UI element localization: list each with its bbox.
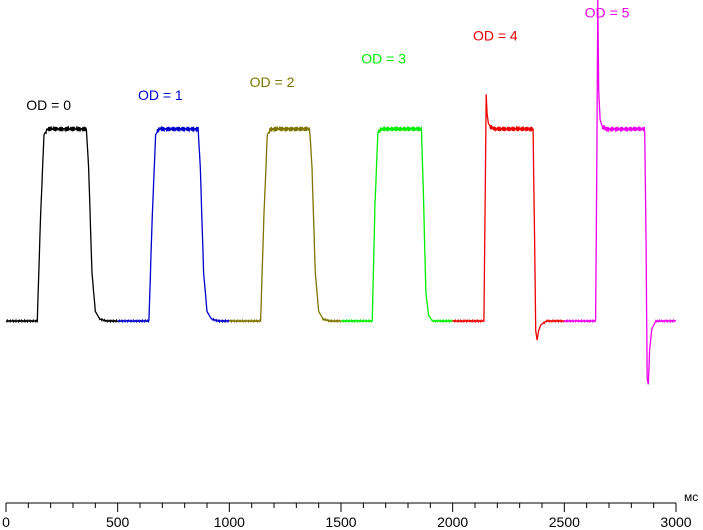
series-line-od-2 [229, 125, 342, 324]
x-axis-major-ticks [5, 503, 677, 512]
series-label-od-1: OD = 1 [138, 87, 183, 103]
x-tick-label: 0 [2, 514, 10, 530]
series-label-od-0: OD = 0 [26, 97, 71, 113]
x-tick-label: 3000 [660, 514, 691, 530]
x-axis-minor-ticks [27, 503, 655, 508]
series-line-od-1 [117, 125, 230, 324]
series-annotations: OD = 0 OD = 1 OD = 2 OD = 3 OD = 4 OD = 5 [26, 5, 629, 113]
series-label-od-3: OD = 3 [361, 51, 406, 67]
x-axis-unit-label: мс [684, 490, 698, 504]
series-line-od-0 [5, 125, 119, 324]
series-line-od-5 [563, 0, 677, 385]
x-axis-tick-labels: 0 500 1000 1500 2000 2500 3000 [2, 514, 692, 530]
x-axis: 0 500 1000 1500 2000 2500 3000 мс [2, 490, 698, 530]
series-lines [5, 0, 677, 385]
x-tick-label: 1500 [325, 514, 356, 530]
series-line-od-4 [452, 94, 565, 341]
series-label-od-5: OD = 5 [585, 5, 630, 21]
x-tick-label: 2000 [437, 514, 468, 530]
x-tick-label: 1000 [214, 514, 245, 530]
series-label-od-4: OD = 4 [473, 28, 518, 44]
x-tick-label: 2500 [549, 514, 580, 530]
series-line-od-3 [340, 125, 454, 324]
x-tick-label: 500 [106, 514, 130, 530]
series-label-od-2: OD = 2 [250, 74, 295, 90]
